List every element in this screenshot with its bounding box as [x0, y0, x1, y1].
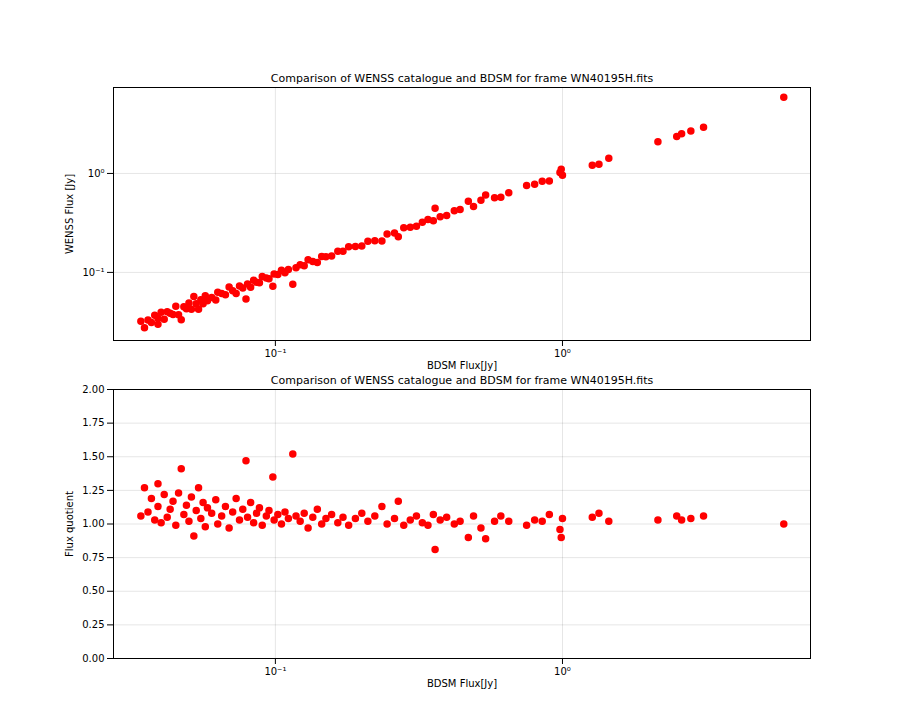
- svg-text:1.50: 1.50: [82, 451, 104, 462]
- svg-text:0.25: 0.25: [82, 619, 104, 630]
- svg-text:WENSS Flux [Jy]: WENSS Flux [Jy]: [64, 174, 75, 254]
- svg-text:0.00: 0.00: [82, 653, 104, 664]
- svg-text:10⁻¹: 10⁻¹: [264, 666, 286, 677]
- svg-text:1.00: 1.00: [82, 518, 104, 529]
- svg-text:10⁰: 10⁰: [554, 348, 571, 359]
- svg-text:10⁻¹: 10⁻¹: [264, 348, 286, 359]
- svg-text:0.50: 0.50: [82, 585, 104, 596]
- svg-text:Comparison of WENSS catalogue: Comparison of WENSS catalogue and BDSM f…: [271, 72, 654, 85]
- svg-text:10⁰: 10⁰: [554, 666, 571, 677]
- svg-text:10⁻¹: 10⁻¹: [82, 267, 104, 278]
- svg-text:0.75: 0.75: [82, 552, 104, 563]
- svg-text:BDSM Flux[Jy]: BDSM Flux[Jy]: [427, 360, 497, 371]
- svg-text:Flux quotient: Flux quotient: [64, 491, 75, 557]
- svg-text:10⁰: 10⁰: [88, 168, 105, 179]
- svg-text:1.75: 1.75: [82, 417, 104, 428]
- svg-text:Comparison of WENSS catalogue: Comparison of WENSS catalogue and BDSM f…: [271, 374, 654, 387]
- svg-text:BDSM Flux[Jy]: BDSM Flux[Jy]: [427, 678, 497, 689]
- svg-text:1.25: 1.25: [82, 485, 104, 496]
- svg-text:2.00: 2.00: [82, 384, 104, 395]
